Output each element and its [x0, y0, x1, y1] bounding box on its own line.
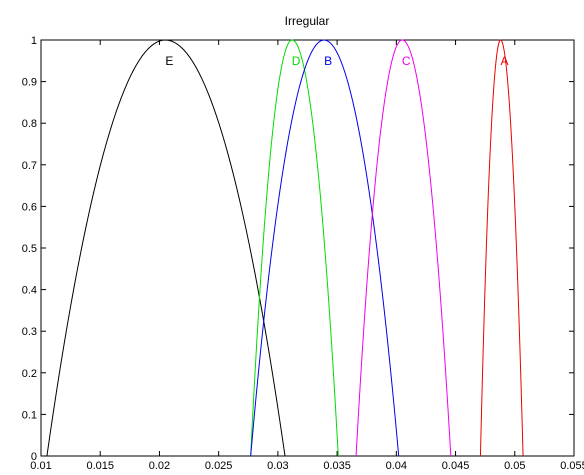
x-tick-label: 0.01	[30, 460, 51, 472]
series-line-b	[250, 39, 400, 457]
y-tick-label: 0.1	[22, 409, 37, 421]
series-line-e	[46, 39, 286, 457]
series-label-a: A	[501, 54, 509, 68]
y-tick-label: 1	[31, 35, 37, 47]
series-label-c: C	[402, 54, 411, 68]
series-line-a	[479, 39, 524, 457]
series-line-d	[250, 39, 339, 457]
y-tick-label: 0.6	[22, 201, 37, 213]
chart-title: Irregular	[285, 14, 330, 28]
ticks-group: 0.01 0.015 0.02 0.025 0.03 0.035 0.04 0.045 0.05…	[22, 35, 584, 472]
y-tick-label: 0.5	[22, 243, 37, 255]
plot-frame	[40, 39, 575, 457]
x-tick-label: 0.055	[560, 460, 584, 472]
y-tick-label: 0	[31, 451, 37, 463]
x-tick-label: 0.03	[267, 460, 288, 472]
series-label-e: E	[165, 54, 173, 68]
y-tick-label: 0.7	[22, 160, 37, 172]
x-tick-label: 0.05	[504, 460, 525, 472]
x-tick-label: 0.015	[86, 460, 114, 472]
x-tick-label: 0.025	[205, 460, 233, 472]
x-tick-label: 0.035	[323, 460, 351, 472]
series-label-d: D	[292, 54, 301, 68]
y-tick-label: 0.3	[22, 326, 37, 338]
y-tick-label: 0.2	[22, 368, 37, 380]
series-line-c	[355, 39, 452, 457]
y-tick-label: 0.9	[22, 77, 37, 89]
x-tick-label: 0.02	[149, 460, 170, 472]
y-tick-label: 0.4	[22, 285, 37, 297]
series-label-b: B	[324, 54, 332, 68]
x-tick-label: 0.04	[386, 460, 407, 472]
x-tick-label: 0.045	[442, 460, 470, 472]
y-tick-label: 0.8	[22, 118, 37, 130]
